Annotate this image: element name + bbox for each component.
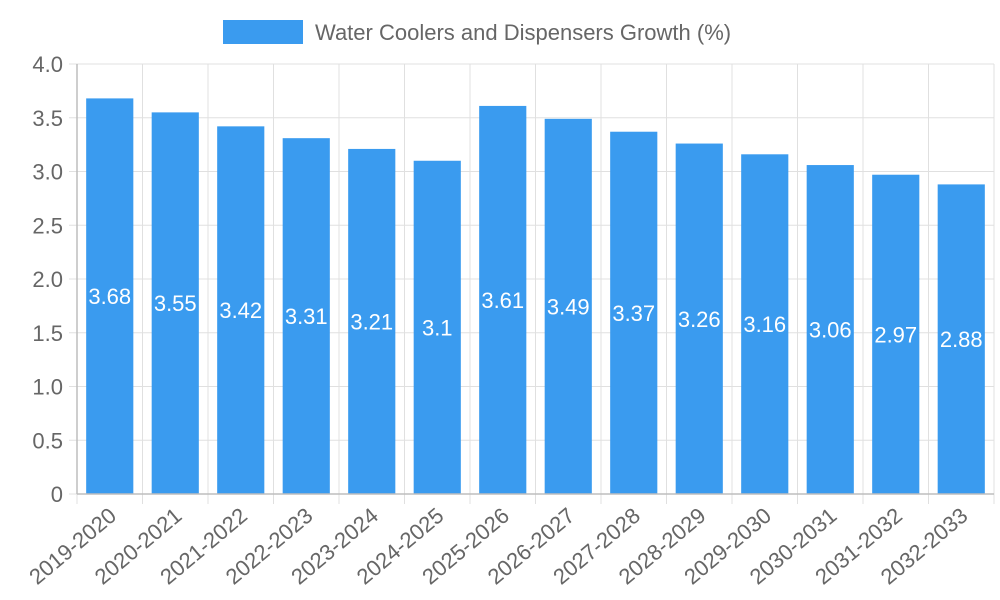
bar[interactable]	[479, 105, 527, 495]
bar[interactable]	[610, 131, 658, 494]
y-axis-ticks: 0 0.5 1.0 1.5 2.0 2.5 3.0 3.5 4.0	[32, 52, 63, 507]
data-labels: 3.68 3.55 3.42 3.31 3.21 3.1 3.61 3.49 3.37 3.26 3…	[88, 284, 982, 352]
bar[interactable]	[872, 174, 920, 494]
data-label: 3.31	[285, 304, 328, 329]
legend[interactable]: Water Coolers and Dispensers Growth (%)	[223, 20, 731, 45]
bar[interactable]	[348, 148, 396, 495]
data-label: 3.37	[612, 301, 655, 326]
data-label: 3.06	[809, 318, 852, 343]
y-tick-label: 4.0	[32, 52, 63, 77]
data-label: 3.16	[743, 312, 786, 337]
bar[interactable]	[413, 160, 461, 494]
y-tick-label: 1.5	[32, 321, 63, 346]
data-label: 2.88	[940, 327, 983, 352]
y-tick-label: 3.0	[32, 160, 63, 185]
bar[interactable]	[86, 98, 134, 495]
data-label: 3.61	[481, 288, 524, 313]
bar[interactable]	[151, 112, 199, 494]
bar[interactable]	[282, 138, 330, 495]
x-axis-ticks: 2019-20202020-20212021-20222022-20232023…	[24, 503, 972, 590]
y-tick-label: 2.5	[32, 213, 63, 238]
legend-swatch	[223, 20, 303, 44]
bar[interactable]	[741, 154, 789, 495]
bar[interactable]	[544, 118, 592, 494]
bar[interactable]	[217, 126, 265, 494]
bar[interactable]	[937, 184, 985, 494]
data-label: 3.68	[88, 284, 131, 309]
data-label: 3.1	[422, 315, 453, 340]
y-tick-label: 3.5	[32, 106, 63, 131]
y-tick-label: 0.5	[32, 428, 63, 453]
legend-label: Water Coolers and Dispensers Growth (%)	[315, 20, 731, 45]
y-tick-label: 2.0	[32, 267, 63, 292]
data-label: 3.26	[678, 307, 721, 332]
data-label: 2.97	[874, 322, 917, 347]
data-label: 3.21	[350, 309, 393, 334]
y-tick-label: 1.0	[32, 375, 63, 400]
data-label: 3.55	[154, 291, 197, 316]
bars	[86, 98, 985, 495]
bar[interactable]	[806, 165, 854, 495]
bar[interactable]	[675, 143, 723, 495]
y-tick-label: 0	[51, 482, 63, 507]
data-label: 3.49	[547, 294, 590, 319]
grid	[69, 63, 995, 504]
data-label: 3.42	[219, 298, 262, 323]
